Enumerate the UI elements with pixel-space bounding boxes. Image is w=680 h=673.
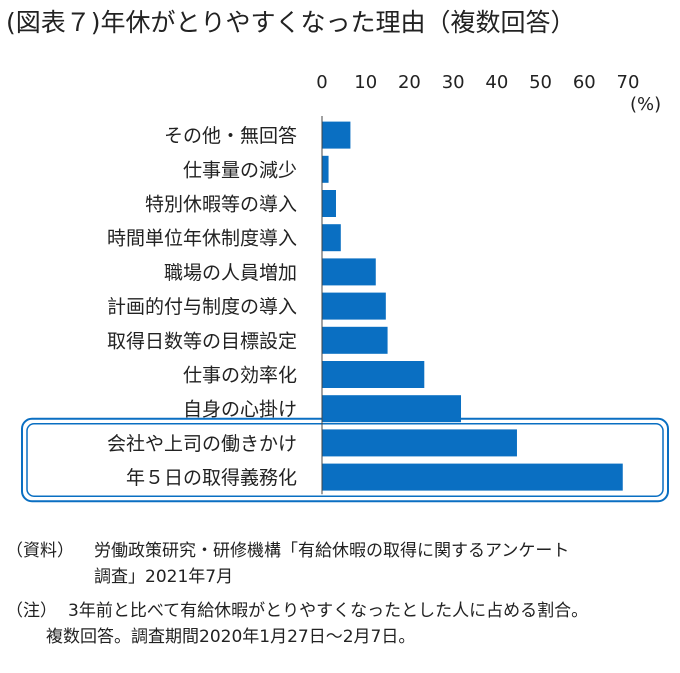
source-label: （資料） [6, 541, 74, 561]
footnote: （注） 3年前と比べて有給休暇がとりやすくなったとした人に占める割合。 複数回答。… [6, 598, 588, 650]
source-text-line1: 労働政策研究・研修機構「有給休暇の取得に関するアンケート [94, 541, 570, 561]
x-tick-label: 10 [354, 72, 377, 93]
bar [322, 395, 462, 423]
x-tick-label: 40 [485, 72, 508, 93]
highlight-box-inner [26, 423, 664, 497]
x-tick-label: 70 [617, 72, 640, 93]
category-label: 年５日の取得義務化 [126, 467, 297, 489]
category-label: 取得日数等の目標設定 [107, 330, 297, 352]
category-label: 時間単位年休制度導入 [107, 228, 297, 250]
category-label: その他・無回答 [164, 125, 297, 147]
category-label: 仕事の効率化 [183, 365, 297, 387]
bar [322, 463, 623, 491]
bar [322, 224, 341, 252]
bar [322, 292, 386, 320]
bar [322, 155, 329, 183]
category-label: 職場の人員増加 [164, 262, 297, 284]
bar [322, 258, 376, 286]
note-label: （注） [6, 601, 57, 621]
bar [322, 326, 388, 354]
x-tick-label: 60 [573, 72, 596, 93]
note-text-line1: 3年前と比べて有給休暇がとりやすくなったとした人に占める割合。 [68, 601, 589, 621]
category-label: 計画的付与制度の導入 [107, 296, 297, 318]
category-label: 特別休暇等の導入 [145, 194, 297, 216]
bar [322, 429, 517, 457]
bar [322, 361, 425, 388]
source-text-line2: 調査」2021年7月 [94, 567, 234, 587]
bar [322, 190, 336, 217]
x-tick-label: 30 [442, 72, 465, 93]
x-tick-label: 0 [316, 72, 327, 93]
note-text-line2: 複数回答。調査期間2020年1月27日～2月7日。 [46, 627, 416, 647]
unit-label: (%) [630, 94, 661, 115]
x-tick-label: 20 [398, 72, 421, 93]
source-note: （資料） 労働政策研究・研修機構「有給休暇の取得に関するアンケート 調査」2021… [6, 538, 569, 590]
category-label: 会社や上司の働きかけ [107, 433, 297, 455]
bar [322, 121, 351, 149]
bar-chart: その他・無回答仕事量の減少特別休暇等の導入時間単位年休制度導入職場の人員増加計画… [21, 72, 669, 503]
category-label: 自身の心掛け [183, 399, 297, 421]
category-label: 仕事量の減少 [183, 159, 297, 181]
chart-title: (図表７)年休がとりやすくなった理由（複数回答） [6, 8, 576, 37]
x-tick-label: 50 [529, 72, 552, 93]
